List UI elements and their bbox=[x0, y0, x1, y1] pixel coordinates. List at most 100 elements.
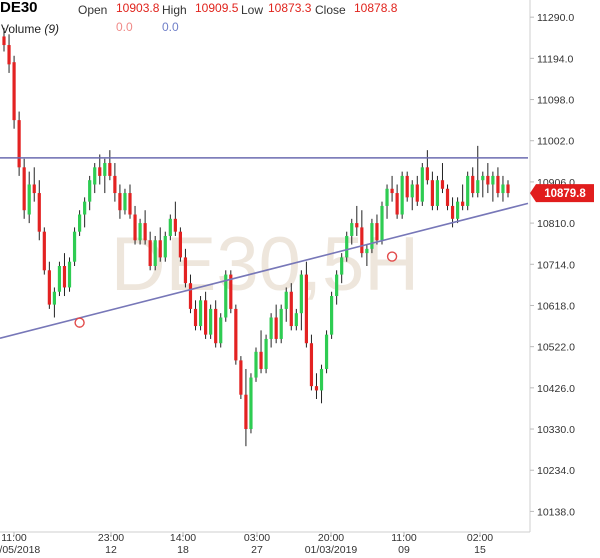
candle bbox=[405, 171, 409, 202]
symbol-title: DE30 bbox=[0, 0, 38, 16]
candle-body bbox=[234, 308, 238, 361]
candle bbox=[345, 231, 349, 262]
time-axis[interactable]: 11:0012/05/201823:001214:001803:002720:0… bbox=[0, 532, 493, 556]
candle bbox=[113, 163, 117, 202]
candle-body bbox=[224, 274, 228, 318]
candle bbox=[314, 373, 319, 399]
candle bbox=[143, 210, 147, 245]
x-tick-time: 11:00 bbox=[1, 532, 27, 544]
candle bbox=[269, 313, 273, 348]
candle-body bbox=[264, 338, 268, 369]
candle-body bbox=[466, 175, 470, 206]
candle bbox=[209, 304, 213, 339]
candle-body bbox=[269, 317, 273, 339]
candle bbox=[163, 231, 167, 262]
candle bbox=[193, 300, 198, 331]
y-tick-label: 10234.0 bbox=[537, 465, 575, 477]
candle bbox=[62, 253, 67, 297]
x-tick-time: 14:00 bbox=[170, 532, 196, 544]
candle bbox=[153, 235, 157, 271]
candle-body bbox=[103, 163, 107, 176]
candle-body bbox=[461, 201, 465, 206]
candle-body bbox=[198, 300, 203, 327]
candle-body bbox=[385, 188, 389, 206]
candle-body bbox=[405, 175, 409, 198]
candle bbox=[173, 201, 177, 236]
candle bbox=[481, 171, 485, 198]
candle-body bbox=[445, 188, 450, 206]
candle-body bbox=[370, 223, 374, 249]
candle bbox=[370, 218, 374, 254]
candle bbox=[299, 270, 303, 331]
y-tick-label: 11002.0 bbox=[537, 136, 574, 148]
close-label: Close bbox=[315, 3, 346, 17]
candle-body bbox=[410, 184, 414, 198]
volume-value-1: 0.0 bbox=[116, 20, 133, 34]
y-tick-label: 10810.0 bbox=[537, 218, 575, 230]
x-tick-time: 03:00 bbox=[244, 532, 270, 544]
candle-body bbox=[113, 175, 117, 194]
candle-body bbox=[486, 175, 490, 185]
candle bbox=[7, 34, 11, 73]
price-axis[interactable]: 11290.011194.011098.011002.010906.010810… bbox=[530, 12, 575, 518]
candle-body bbox=[335, 274, 339, 297]
candle-body bbox=[163, 235, 167, 258]
candle-body bbox=[375, 223, 379, 241]
candle bbox=[123, 188, 127, 215]
candle-body bbox=[148, 240, 152, 266]
candle-body bbox=[193, 308, 198, 327]
candle bbox=[204, 291, 208, 339]
close-value: 10878.8 bbox=[354, 1, 398, 15]
candle bbox=[289, 283, 293, 331]
candle bbox=[486, 163, 490, 194]
candle bbox=[324, 330, 329, 374]
candle bbox=[118, 184, 122, 219]
candle bbox=[274, 304, 278, 344]
candle bbox=[229, 270, 233, 314]
candle bbox=[340, 253, 344, 284]
volume-label: Volume (9) bbox=[1, 22, 60, 36]
candle-body bbox=[78, 214, 82, 232]
y-tick-label: 11098.0 bbox=[537, 95, 574, 107]
y-tick-label: 10426.0 bbox=[537, 383, 575, 395]
candle bbox=[88, 175, 92, 211]
y-tick-label: 11194.0 bbox=[537, 53, 574, 65]
candle-body bbox=[93, 167, 97, 185]
y-tick-label: 10522.0 bbox=[537, 342, 575, 354]
candle bbox=[17, 111, 21, 176]
candle-body bbox=[476, 180, 480, 194]
candle-body bbox=[294, 313, 298, 327]
last-price-label: 10879.8 bbox=[544, 188, 586, 200]
candle-body bbox=[254, 351, 258, 378]
candle bbox=[264, 334, 268, 374]
candle-body bbox=[219, 317, 223, 344]
candle-body bbox=[138, 223, 142, 241]
candle-body bbox=[188, 283, 193, 309]
candle-body bbox=[143, 223, 147, 241]
candle-body bbox=[289, 291, 293, 327]
candle-body bbox=[47, 270, 51, 305]
candle bbox=[98, 154, 102, 185]
candle-body bbox=[128, 193, 132, 215]
candle-body bbox=[360, 227, 364, 254]
candle-body bbox=[314, 386, 319, 391]
y-tick-label: 11290.0 bbox=[537, 12, 574, 24]
x-tick-date: 15 bbox=[474, 544, 486, 556]
drawings-layer bbox=[0, 157, 529, 340]
candle-body bbox=[62, 266, 67, 288]
candle-body bbox=[279, 308, 283, 339]
candle-body bbox=[88, 180, 92, 202]
candle bbox=[224, 270, 228, 322]
candle bbox=[420, 163, 424, 206]
candle-body bbox=[345, 235, 349, 258]
candle bbox=[27, 171, 31, 224]
candle bbox=[37, 180, 41, 241]
candle bbox=[395, 184, 399, 219]
candle bbox=[52, 287, 56, 318]
candle-body bbox=[133, 214, 137, 241]
badge-shape bbox=[530, 184, 594, 203]
candle-body bbox=[249, 377, 253, 430]
candle-body bbox=[415, 184, 419, 202]
candle-body bbox=[244, 394, 248, 430]
